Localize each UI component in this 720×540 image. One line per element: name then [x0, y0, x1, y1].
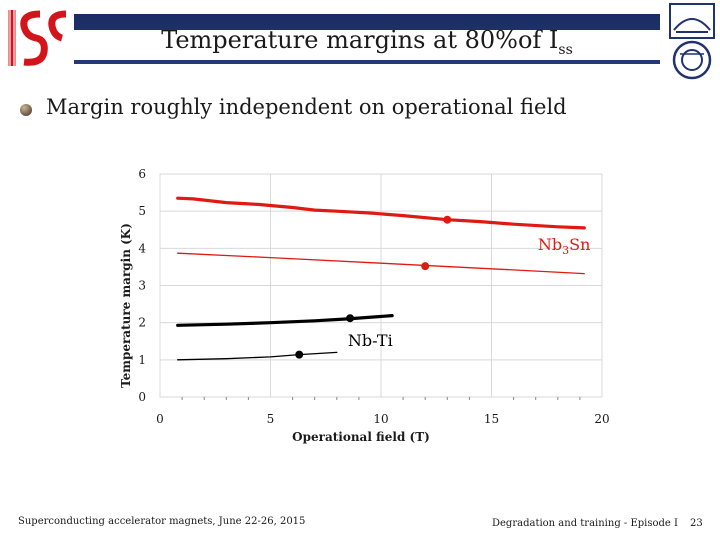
footer-lecture: Degradation and training - Episode I	[492, 518, 678, 529]
iss-logo	[4, 6, 70, 70]
y-tick-label: 0	[138, 390, 146, 404]
slide-title: Temperature margins at 80%of Iss	[74, 26, 660, 58]
series-marker-1	[421, 262, 430, 271]
chart-axes: 0 1 2 3 4 5 6 0 5 10 15 20 Operational field (T) Temp…	[119, 167, 610, 444]
y-axis-label: Temperature margin (K)	[119, 223, 133, 388]
chart-labels: Nb3Sn Nb-Ti	[348, 235, 591, 350]
page-number: 23	[690, 518, 703, 529]
x-tick-label: 0	[156, 412, 164, 426]
curve-label: Nb3Sn	[538, 235, 591, 257]
x-tick-label: 5	[267, 412, 275, 426]
temperature-margin-chart: 0 1 2 3 4 5 6 0 5 10 15 20 Operational field (T) Temp…	[119, 167, 610, 444]
x-tick-label: 15	[484, 412, 499, 426]
institute-logo	[669, 3, 715, 80]
series-line-2	[176, 314, 394, 327]
slide-title-subscript: ss	[558, 41, 573, 58]
series-line-0	[176, 196, 586, 230]
bullet-icon	[20, 104, 32, 116]
series-marker-2	[346, 314, 355, 323]
y-tick-label: 2	[138, 316, 146, 330]
y-tick-label: 4	[138, 241, 146, 255]
x-tick-label: 20	[594, 412, 609, 426]
chart-series	[176, 196, 586, 361]
series-marker-0	[443, 215, 452, 224]
y-tick-label: 5	[138, 204, 146, 218]
curve-label: Nb-Ti	[348, 331, 393, 350]
series-line-1	[177, 252, 585, 275]
title-background	[74, 30, 660, 60]
bullet-text: Margin roughly independent on operationa…	[46, 95, 567, 119]
chart-grid	[159, 173, 603, 398]
x-tick-label: 10	[373, 412, 388, 426]
x-axis-label: Operational field (T)	[292, 430, 430, 444]
footer-course: Superconducting accelerator magnets, Jun…	[18, 516, 306, 527]
series-marker-3	[295, 350, 304, 359]
series-line-3	[177, 351, 338, 361]
y-tick-label: 6	[138, 167, 146, 181]
slide-title-main: Temperature margins at 80%of I	[161, 26, 559, 54]
title-bar: Temperature margins at 80%of Iss	[0, 0, 720, 80]
y-tick-label: 3	[138, 279, 146, 293]
y-tick-label: 1	[138, 353, 146, 367]
